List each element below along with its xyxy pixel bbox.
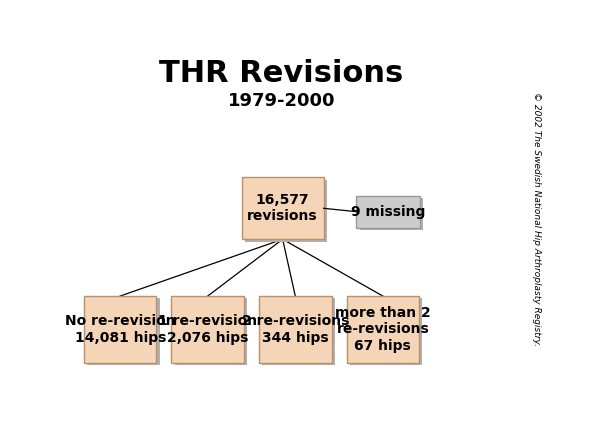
FancyBboxPatch shape [259, 296, 332, 363]
FancyBboxPatch shape [87, 298, 159, 365]
FancyBboxPatch shape [350, 298, 422, 365]
FancyBboxPatch shape [245, 180, 327, 242]
FancyBboxPatch shape [359, 198, 423, 230]
Text: 9 missing: 9 missing [351, 205, 425, 219]
Text: 16,577
revisions: 16,577 revisions [247, 193, 318, 224]
FancyBboxPatch shape [356, 196, 420, 227]
FancyBboxPatch shape [172, 296, 244, 363]
FancyBboxPatch shape [262, 298, 335, 365]
Text: © 2002 The Swedish National Hip Arthroplasty Registry.: © 2002 The Swedish National Hip Arthropl… [532, 92, 541, 346]
Text: 2 re-revisions
344 hips: 2 re-revisions 344 hips [242, 314, 349, 345]
Text: 1 re-revision
2,076 hips: 1 re-revision 2,076 hips [158, 314, 257, 345]
FancyBboxPatch shape [347, 296, 419, 363]
FancyBboxPatch shape [175, 298, 247, 365]
FancyBboxPatch shape [84, 296, 156, 363]
Text: No re-revision
14,081 hips: No re-revision 14,081 hips [65, 314, 176, 345]
Text: 1979-2000: 1979-2000 [228, 92, 335, 109]
FancyBboxPatch shape [242, 178, 324, 239]
Text: more than 2
re-revisions
67 hips: more than 2 re-revisions 67 hips [335, 306, 431, 353]
Text: THR Revisions: THR Revisions [159, 59, 403, 88]
